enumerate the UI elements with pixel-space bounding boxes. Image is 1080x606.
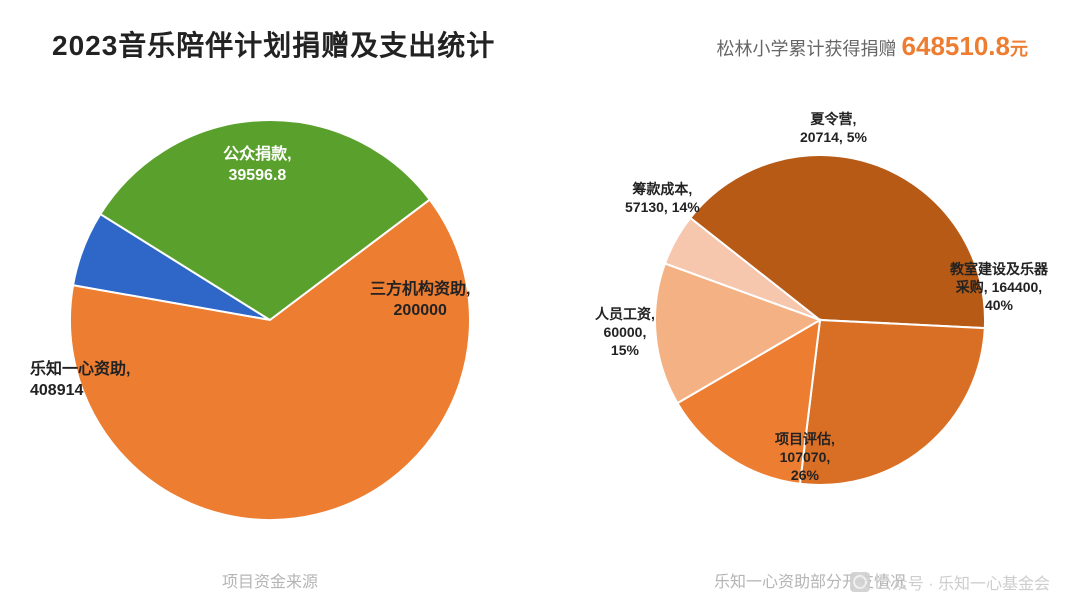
left-chart-caption: 项目资金来源 (0, 568, 540, 592)
watermark: 公众号 · 乐知一心基金会 (850, 570, 1050, 594)
page-title: 2023音乐陪伴计划捐赠及支出统计 (52, 24, 495, 64)
slice-label-三方机构资助: 三方机构资助,200000 (370, 280, 470, 322)
slice-label-夏令营: 夏令营,20714, 5% (800, 110, 867, 146)
slice-label-人员工资: 人员工资,60000,15% (595, 305, 655, 360)
header: 2023音乐陪伴计划捐赠及支出统计 松林小学累计获得捐赠 648510.8元 (52, 24, 1028, 64)
watermark-text: 公众号 · 乐知一心基金会 (876, 570, 1050, 594)
charts-row: 公众捐款,39596.8 三方机构资助,200000 乐知一心资助,408914 项… (0, 70, 1080, 606)
slice-label-乐知一心资助: 乐知一心资助,408914 (30, 360, 130, 402)
expenditure-pie: 夏令营,20714, 5% 教室建设及乐器采购, 164400,40% 项目评估,1… (540, 70, 1080, 570)
page: 2023音乐陪伴计划捐赠及支出统计 松林小学累计获得捐赠 648510.8元 公… (0, 0, 1080, 606)
slice-label-筹款成本: 筹款成本,57130, 14% (625, 180, 700, 216)
slice-label-项目评估: 项目评估,107070,26% (775, 430, 835, 485)
left-chart-col: 公众捐款,39596.8 三方机构资助,200000 乐知一心资助,408914 项… (0, 70, 540, 606)
right-chart-col: 夏令营,20714, 5% 教室建设及乐器采购, 164400,40% 项目评估,1… (540, 70, 1080, 606)
summary-unit: 元 (1010, 39, 1028, 59)
donation-summary: 松林小学累计获得捐赠 648510.8元 (717, 31, 1028, 62)
summary-value: 648510.8 (902, 31, 1010, 61)
summary-prefix: 松林小学累计获得捐赠 (717, 39, 902, 59)
slice-label-教室建设及乐器采购: 教室建设及乐器采购, 164400,40% (950, 260, 1048, 315)
wechat-icon (850, 572, 870, 592)
slice-label-公众捐款: 公众捐款,39596.8 (223, 145, 291, 187)
funding-sources-pie: 公众捐款,39596.8 三方机构资助,200000 乐知一心资助,408914 (0, 70, 540, 570)
